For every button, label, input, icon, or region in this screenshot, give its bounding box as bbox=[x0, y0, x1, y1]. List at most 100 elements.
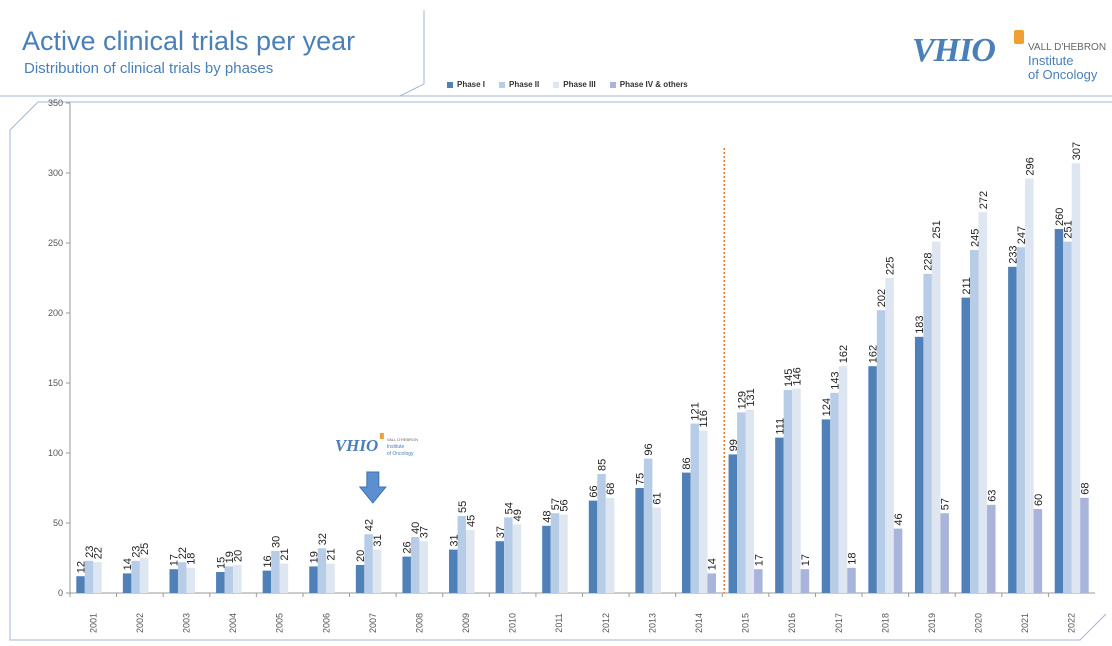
vhio-logo: VHIO VALL D'HEBRON Institute of Oncology bbox=[912, 28, 1112, 88]
annotation-line3: of Oncology bbox=[387, 451, 414, 457]
logo-line2: Institute of Oncology bbox=[1028, 53, 1098, 82]
data-label: 111 bbox=[774, 418, 786, 435]
y-tick-label: 150 bbox=[48, 378, 63, 388]
data-label: 251 bbox=[931, 220, 943, 238]
bar-phase-ii bbox=[84, 560, 94, 593]
bar-phase-ii bbox=[364, 534, 373, 593]
bar-phase-ii bbox=[410, 537, 420, 593]
data-label: 96 bbox=[643, 443, 655, 455]
legend-swatch bbox=[553, 81, 560, 88]
bar-phase-iii bbox=[512, 524, 522, 593]
data-label: 21 bbox=[326, 548, 338, 560]
bar-phase-ii bbox=[597, 474, 606, 593]
bar-phase-ii bbox=[830, 392, 839, 593]
bar-phase-iv-others bbox=[800, 569, 810, 593]
bar-phase-iii bbox=[838, 366, 848, 593]
x-tick-label: 2019 bbox=[927, 613, 937, 633]
data-label: 124 bbox=[821, 398, 833, 416]
data-label: 245 bbox=[969, 229, 981, 247]
data-label: 22 bbox=[93, 547, 105, 559]
bar-phase-ii bbox=[317, 548, 327, 593]
annotation-line2: Institute bbox=[387, 444, 405, 450]
data-label: 37 bbox=[419, 526, 431, 538]
bar-phase-i bbox=[775, 437, 784, 593]
data-label: 202 bbox=[876, 289, 888, 307]
bar-phase-iv-others bbox=[847, 567, 856, 593]
data-label: 40 bbox=[410, 522, 422, 534]
page-title: Active clinical trials per year bbox=[22, 26, 356, 56]
bar-phase-iii bbox=[792, 388, 801, 593]
bar-phase-iii bbox=[419, 541, 428, 593]
data-label: 225 bbox=[885, 257, 897, 275]
x-tick-label: 2018 bbox=[880, 613, 890, 633]
data-label: 26 bbox=[402, 541, 414, 553]
data-label: 31 bbox=[448, 534, 460, 546]
y-tick-label: 350 bbox=[48, 98, 63, 108]
bar-phase-i bbox=[449, 549, 458, 593]
data-label: 18 bbox=[847, 553, 859, 565]
data-label: 233 bbox=[1007, 245, 1019, 263]
x-tick-label: 2013 bbox=[647, 613, 657, 633]
annotation-badge-icon bbox=[379, 433, 384, 439]
bar-phase-iv-others bbox=[1080, 497, 1089, 593]
bar-phase-i bbox=[76, 576, 85, 593]
legend-item: Phase IV & others bbox=[609, 80, 688, 89]
data-label: 48 bbox=[541, 511, 553, 523]
y-tick-label: 250 bbox=[48, 238, 63, 248]
data-label: 20 bbox=[355, 550, 367, 562]
legend-item: Phase III bbox=[553, 80, 596, 89]
data-label: 14 bbox=[122, 558, 134, 570]
data-label: 183 bbox=[914, 315, 926, 333]
bar-phase-i bbox=[961, 297, 971, 593]
bar-phase-iii bbox=[978, 212, 988, 593]
data-label: 61 bbox=[652, 492, 664, 504]
data-label: 60 bbox=[1033, 494, 1045, 506]
bar-phase-ii bbox=[737, 412, 746, 593]
bar-phase-i bbox=[355, 565, 365, 593]
bar-phase-i bbox=[495, 541, 505, 593]
data-label: 15 bbox=[215, 557, 227, 569]
bar-phase-ii bbox=[504, 517, 513, 593]
bar-phase-i bbox=[169, 569, 178, 593]
bar-phase-ii bbox=[457, 516, 467, 593]
x-tick-label: 2005 bbox=[275, 613, 285, 633]
bar-phase-iv-others bbox=[893, 528, 903, 593]
data-label: 17 bbox=[753, 554, 765, 566]
data-label: 143 bbox=[830, 371, 842, 389]
bar-phase-iii bbox=[745, 409, 755, 593]
data-label: 18 bbox=[186, 553, 198, 565]
bar-phase-i bbox=[216, 572, 225, 593]
bar-phase-ii bbox=[271, 551, 280, 593]
bar-phase-i bbox=[588, 500, 598, 593]
data-label: 17 bbox=[800, 554, 812, 566]
x-tick-label: 2016 bbox=[787, 613, 797, 633]
data-label: 42 bbox=[364, 519, 376, 531]
x-tick-label: 2001 bbox=[88, 613, 98, 633]
data-label: 146 bbox=[791, 367, 803, 385]
data-label: 57 bbox=[940, 498, 952, 510]
data-label: 66 bbox=[588, 485, 600, 497]
data-label: 25 bbox=[139, 543, 151, 555]
data-label: 55 bbox=[457, 501, 469, 513]
logo-line1: VALL D'HEBRON bbox=[1028, 42, 1107, 53]
bar-phase-i bbox=[122, 573, 132, 593]
data-label: 116 bbox=[698, 410, 710, 428]
x-tick-label: 2008 bbox=[414, 613, 424, 633]
data-label: 85 bbox=[597, 459, 609, 471]
data-label: 121 bbox=[690, 402, 702, 420]
data-label: 68 bbox=[605, 483, 617, 495]
bar-phase-i bbox=[728, 454, 738, 593]
bar-phase-iii bbox=[931, 241, 941, 593]
bar-phase-iii bbox=[372, 549, 382, 593]
bar-phase-iii bbox=[466, 530, 475, 593]
data-label: 162 bbox=[868, 345, 880, 363]
data-label: 296 bbox=[1024, 157, 1036, 175]
x-tick-label: 2014 bbox=[694, 613, 704, 633]
bar-phase-i bbox=[681, 472, 691, 593]
bar-phase-iii bbox=[233, 565, 242, 593]
bar-phase-ii bbox=[783, 390, 793, 593]
bar-phase-ii bbox=[177, 562, 187, 593]
data-label: 260 bbox=[1054, 208, 1066, 226]
down-arrow-icon bbox=[358, 471, 387, 504]
